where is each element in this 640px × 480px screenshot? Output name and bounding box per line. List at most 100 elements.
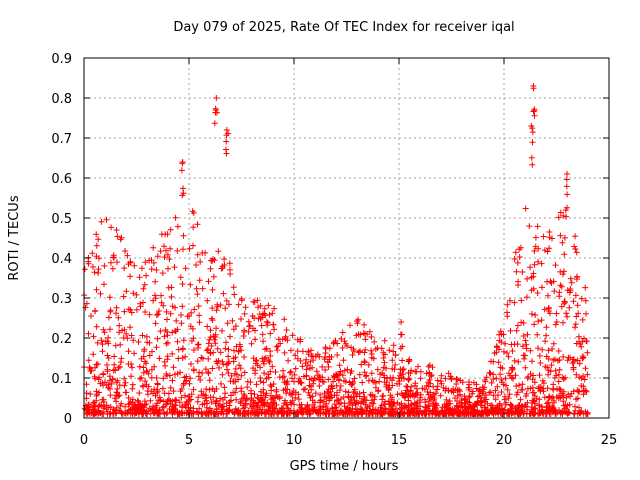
data-point: [267, 404, 274, 411]
data-point: [534, 331, 541, 338]
data-point: [392, 351, 399, 358]
data-point: [232, 365, 239, 372]
data-point: [341, 377, 347, 384]
data-point: [259, 406, 266, 413]
data-point: [149, 407, 156, 414]
data-point: [196, 312, 203, 319]
data-point: [207, 405, 213, 412]
data-point: [379, 370, 386, 376]
data-point: [125, 394, 132, 401]
data-point: [157, 328, 164, 335]
data-point: [362, 336, 369, 343]
data-point: [130, 290, 137, 297]
data-point: [513, 383, 520, 389]
data-point: [386, 347, 393, 354]
data-point: [95, 270, 102, 276]
data-point: [406, 357, 413, 364]
data-point: [172, 396, 179, 403]
data-point: [422, 404, 429, 411]
data-point: [97, 410, 104, 416]
data-point: [281, 373, 287, 380]
data-point: [471, 403, 478, 410]
data-point: [561, 251, 568, 258]
data-point: [541, 247, 548, 254]
data-point: [582, 297, 589, 304]
data-point: [534, 410, 541, 417]
data-point: [347, 322, 353, 329]
y-tick-label: 0: [64, 412, 72, 427]
data-point: [337, 383, 344, 389]
data-point: [430, 391, 437, 398]
data-point: [169, 398, 176, 405]
data-point: [546, 234, 553, 241]
data-point: [370, 400, 377, 407]
data-point: [196, 319, 203, 326]
data-point: [203, 347, 210, 354]
data-point: [539, 403, 545, 410]
data-point: [194, 251, 201, 258]
data-point: [289, 391, 296, 398]
data-point: [105, 355, 112, 362]
data-point: [259, 396, 266, 403]
data-point: [574, 387, 581, 394]
data-point: [143, 333, 150, 340]
data-point: [159, 404, 166, 411]
data-point: [548, 362, 555, 369]
data-point: [564, 191, 571, 198]
data-point: [251, 315, 258, 321]
data-point: [466, 384, 473, 391]
y-tick-label: 0.6: [51, 172, 72, 187]
data-point: [116, 363, 123, 370]
data-point: [443, 396, 450, 403]
data-point: [271, 326, 278, 333]
y-axis-label: ROTI / TECUs: [7, 195, 22, 280]
data-point: [572, 233, 579, 240]
data-point: [121, 382, 128, 389]
data-point: [155, 410, 162, 417]
data-point: [539, 284, 545, 291]
data-point: [329, 405, 335, 412]
data-point: [405, 376, 412, 383]
data-point: [136, 390, 143, 396]
data-point: [512, 249, 519, 256]
data-point: [323, 400, 330, 407]
x-tick-label: 20: [496, 433, 513, 448]
data-point: [224, 320, 231, 327]
data-point: [233, 396, 240, 403]
data-point: [206, 336, 213, 343]
data-point: [121, 308, 128, 315]
data-point: [127, 398, 134, 405]
data-point: [228, 372, 235, 379]
data-point: [511, 256, 518, 262]
data-point: [492, 410, 499, 417]
data-point: [213, 307, 220, 314]
data-point: [270, 321, 277, 328]
data-point: [283, 327, 290, 333]
data-point: [242, 304, 249, 311]
data-point: [218, 380, 224, 387]
data-point: [333, 411, 339, 417]
data-point: [409, 407, 415, 414]
data-point: [489, 402, 496, 409]
data-point: [154, 389, 161, 396]
data-point: [320, 403, 327, 410]
data-point: [223, 127, 230, 133]
data-point: [296, 402, 303, 409]
data-point: [543, 353, 550, 360]
data-point: [500, 348, 507, 355]
data-point: [555, 214, 562, 221]
data-point: [292, 365, 299, 372]
data-point: [564, 313, 571, 320]
data-point: [142, 309, 149, 315]
data-point: [165, 396, 172, 403]
data-point: [169, 350, 176, 357]
data-point: [453, 375, 460, 382]
x-tick-label: 15: [391, 433, 408, 448]
data-point: [530, 273, 537, 280]
data-point: [545, 304, 552, 311]
data-point: [277, 408, 284, 415]
data-point: [496, 337, 503, 344]
data-point: [295, 378, 302, 385]
data-point: [140, 364, 147, 371]
data-point: [563, 176, 570, 183]
